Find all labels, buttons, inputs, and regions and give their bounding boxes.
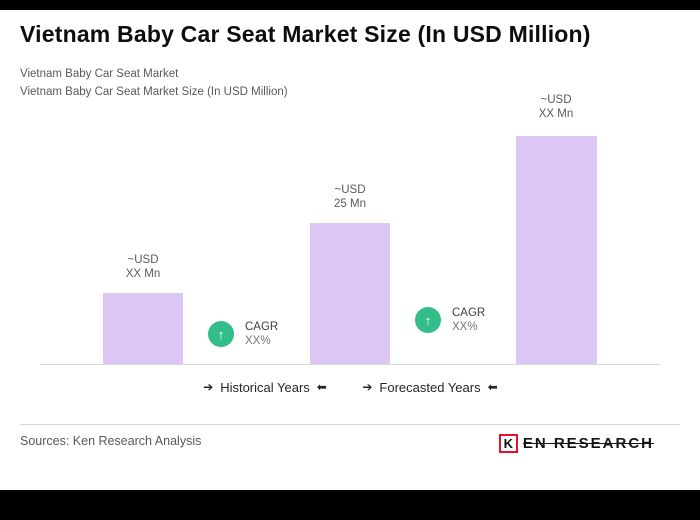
ken-research-logo-text: EN RESEARCH	[522, 434, 654, 452]
bar-historical	[103, 293, 183, 365]
range-label: Forecasted Years	[379, 379, 481, 395]
sources-text: Sources: Ken Research Analysis	[20, 434, 202, 448]
x-axis-line	[40, 364, 660, 365]
arrow-left-icon: ⬅	[487, 380, 498, 394]
top-black-strip	[0, 0, 700, 10]
ken-research-logo-mark-icon: K	[498, 433, 518, 453]
chart-subtitle-size: Vietnam Baby Car Seat Market Size (In US…	[20, 86, 288, 98]
arrow-right-icon: ➔	[203, 380, 214, 394]
bar-forecast	[516, 136, 597, 365]
historical-years-range: ➔ Historical Years ⬅	[185, 379, 345, 395]
cagr-annotation: CAGR XX%	[452, 307, 486, 333]
bar-value-label: ~USD XX Mn	[125, 254, 161, 280]
bottom-black-strip	[0, 490, 700, 520]
range-label: Historical Years	[220, 379, 310, 395]
bar-value-label: ~USD 25 Mn	[334, 184, 366, 210]
arrow-right-icon: ➔	[362, 380, 373, 394]
arrow-up-icon: ↑	[424, 312, 432, 328]
arrow-left-icon: ⬅	[316, 380, 327, 394]
bar-base-year	[310, 223, 390, 365]
ken-research-logo: K EN RESEARCH	[498, 431, 654, 455]
cagr-annotation: CAGR XX%	[245, 321, 279, 347]
cagr-up-arrow-badge: ↑	[208, 321, 234, 347]
chart-subtitle-market: Vietnam Baby Car Seat Market	[20, 68, 179, 80]
page-title: Vietnam Baby Car Seat Market Size (In US…	[20, 21, 591, 47]
arrow-up-icon: ↑	[217, 326, 225, 342]
bar-value-label: ~USD XX Mn	[538, 94, 574, 120]
footer-divider	[20, 424, 680, 425]
cagr-up-arrow-badge: ↑	[415, 307, 441, 333]
forecasted-years-range: ➔ Forecasted Years ⬅	[350, 379, 510, 395]
